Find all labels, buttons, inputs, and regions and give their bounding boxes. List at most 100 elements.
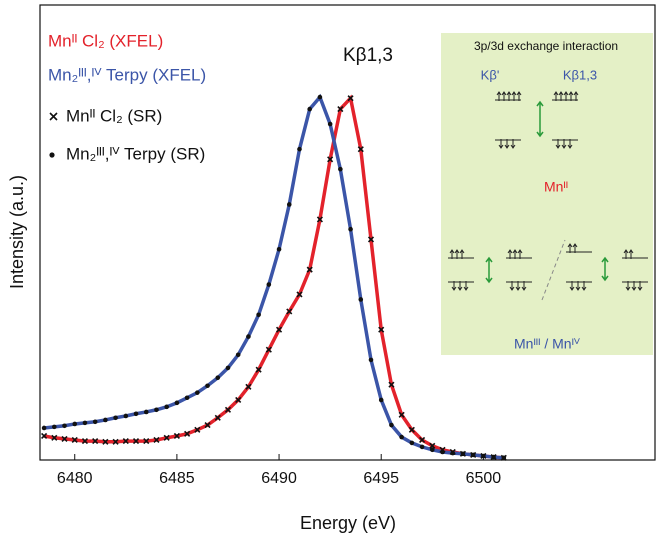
- point: [41, 432, 48, 440]
- spin-down: [575, 281, 581, 291]
- spin-down: [561, 139, 567, 149]
- spin-down: [521, 281, 527, 291]
- point: [214, 414, 221, 421]
- legend-label: Mn₂ᴵᴵᴵ,ᴵⱽ Terpy (SR): [66, 144, 205, 163]
- point: [194, 426, 201, 433]
- spin-down: [631, 281, 637, 291]
- point: [72, 421, 78, 427]
- x-axis-label: Energy (eV): [300, 513, 396, 533]
- point: [163, 434, 170, 441]
- point: [367, 236, 375, 243]
- point: [71, 436, 78, 444]
- spin-down: [463, 281, 469, 291]
- point: [112, 438, 119, 445]
- spin-down: [509, 281, 515, 291]
- spin-up: [501, 91, 507, 101]
- point: [184, 395, 190, 401]
- point: [429, 447, 435, 453]
- y-axis-label: Intensity (a.u.): [7, 175, 27, 289]
- point: [398, 411, 405, 418]
- point: [245, 383, 252, 390]
- spin-down: [457, 281, 463, 291]
- point: [296, 291, 303, 298]
- point: [409, 440, 415, 446]
- point: [399, 434, 404, 440]
- x-tick-label: 6495: [363, 470, 399, 487]
- spin-down: [451, 281, 457, 291]
- point: [41, 425, 47, 431]
- point: [440, 449, 445, 455]
- point: [378, 326, 385, 333]
- spin-up: [516, 91, 522, 101]
- point: [275, 326, 283, 333]
- point: [246, 334, 251, 339]
- divider: [541, 239, 566, 301]
- point: [225, 365, 231, 371]
- point: [61, 435, 68, 442]
- series-line: [43, 93, 504, 460]
- spin-up: [511, 91, 517, 101]
- spin-up: [496, 91, 502, 101]
- series-line: [43, 94, 504, 460]
- inset-arrow: [601, 256, 609, 282]
- point: [133, 411, 139, 417]
- spin-up: [553, 91, 559, 101]
- point: [388, 381, 395, 388]
- point: [357, 146, 364, 153]
- inset-arrow: [536, 100, 544, 138]
- point: [408, 426, 415, 433]
- point: [297, 146, 302, 152]
- inset-title: 3p/3d exchange interaction: [474, 39, 618, 53]
- point: [256, 312, 261, 318]
- point: [122, 438, 129, 445]
- point: [132, 438, 140, 445]
- point: [113, 415, 118, 421]
- inset-label: Mnᴵᴵ: [544, 179, 568, 195]
- point: [347, 95, 354, 102]
- inset-diagram: [448, 91, 648, 301]
- point: [307, 106, 313, 112]
- spin-down: [625, 281, 631, 291]
- point: [235, 352, 241, 358]
- legend-marker: [49, 112, 58, 121]
- spin-up: [459, 249, 465, 259]
- legend-label: Mnᴵᴵ Cl₂ (XFEL): [48, 31, 163, 50]
- spin-up: [628, 249, 634, 259]
- inset-label: Kβ': [481, 67, 500, 82]
- point: [123, 413, 129, 419]
- point: [184, 430, 191, 437]
- point: [460, 451, 466, 457]
- point: [389, 422, 394, 428]
- point: [265, 346, 272, 353]
- spin-down: [515, 281, 521, 291]
- spin-up: [568, 91, 574, 101]
- spin-down: [581, 281, 587, 291]
- point: [501, 455, 507, 461]
- point: [450, 450, 456, 456]
- spin-up: [507, 249, 513, 259]
- point: [338, 166, 343, 172]
- point: [491, 454, 496, 460]
- legend-marker: [49, 152, 55, 158]
- point: [143, 409, 149, 415]
- point: [52, 424, 57, 430]
- point: [276, 246, 282, 252]
- inset-panel: [441, 33, 653, 355]
- point: [378, 397, 384, 403]
- point: [224, 406, 232, 413]
- spin-up: [567, 243, 573, 253]
- point: [235, 396, 242, 404]
- inset-arrow: [485, 256, 493, 284]
- spin-down: [555, 139, 561, 149]
- spin-up: [454, 249, 460, 259]
- point: [92, 419, 98, 425]
- spin-up: [572, 243, 578, 253]
- point: [204, 421, 211, 429]
- plot-frame: [39, 4, 656, 461]
- point: [316, 216, 323, 223]
- point: [327, 156, 334, 163]
- point: [62, 423, 67, 429]
- x-tick-label: 6490: [261, 470, 297, 487]
- spin-down: [567, 139, 573, 149]
- point: [153, 436, 160, 444]
